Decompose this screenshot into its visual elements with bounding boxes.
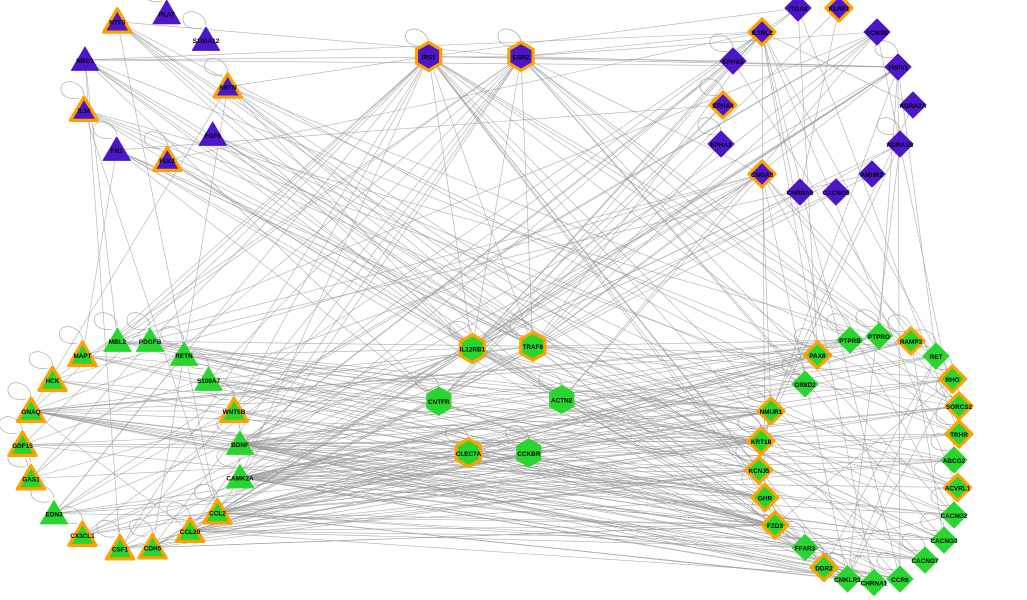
svg-text:PAX8: PAX8: [809, 353, 826, 360]
svg-text:GNAQ: GNAQ: [21, 409, 40, 416]
svg-text:BDNF: BDNF: [231, 442, 249, 449]
svg-text:ADRA1B: ADRA1B: [887, 142, 914, 149]
svg-text:CCL2: CCL2: [209, 511, 226, 518]
svg-text:CACNG7: CACNG7: [912, 558, 939, 565]
svg-text:IL1RL2: IL1RL2: [751, 30, 773, 37]
svg-text:CNGA3: CNGA3: [751, 172, 774, 179]
svg-text:GAS1: GAS1: [22, 477, 40, 484]
svg-text:CACNG5: CACNG5: [823, 190, 850, 197]
svg-text:ACVRL1: ACVRL1: [945, 486, 971, 493]
svg-text:MAPT: MAPT: [73, 353, 91, 360]
svg-text:RETN: RETN: [175, 353, 193, 360]
svg-text:PLAT: PLAT: [159, 11, 175, 18]
svg-text:RAMP3: RAMP3: [900, 339, 923, 346]
svg-text:OR8D2: OR8D2: [794, 382, 816, 389]
svg-text:CSF1: CSF1: [112, 547, 129, 554]
svg-text:CCL20: CCL20: [180, 529, 201, 536]
svg-text:CAMK2A: CAMK2A: [226, 476, 254, 483]
svg-text:WNT5B: WNT5B: [223, 409, 246, 416]
svg-text:CACNG2: CACNG2: [941, 513, 968, 520]
svg-text:GHR: GHR: [758, 496, 773, 503]
svg-text:EDN3: EDN3: [45, 512, 62, 519]
svg-text:IRS1: IRS1: [421, 54, 436, 61]
svg-text:ARTN: ARTN: [219, 85, 237, 92]
svg-text:NRG1: NRG1: [76, 58, 94, 65]
svg-text:ABCG2: ABCG2: [943, 458, 966, 465]
svg-text:SORCS2: SORCS2: [946, 404, 973, 411]
svg-text:FFAR3: FFAR3: [795, 546, 816, 553]
svg-text:CMKLR1: CMKLR1: [834, 577, 861, 584]
svg-text:RHO: RHO: [945, 377, 959, 384]
svg-text:EPHA4: EPHA4: [712, 103, 734, 110]
svg-text:EPHA3: EPHA3: [710, 142, 732, 149]
svg-text:ITGA8: ITGA8: [789, 6, 808, 13]
svg-text:KLRF1: KLRF1: [829, 6, 850, 13]
svg-text:RET: RET: [930, 354, 943, 361]
svg-text:EPHA5: EPHA5: [722, 59, 744, 66]
svg-text:FZD3: FZD3: [767, 523, 783, 530]
svg-text:TRPV1: TRPV1: [888, 65, 909, 72]
svg-text:ADRA2A: ADRA2A: [900, 103, 927, 110]
svg-text:IL34: IL34: [78, 108, 91, 115]
svg-text:ACTN2: ACTN2: [551, 398, 573, 405]
svg-text:AMHR2: AMHR2: [861, 172, 884, 179]
svg-text:S100A12: S100A12: [193, 38, 220, 45]
svg-text:ESR2: ESR2: [513, 54, 530, 61]
svg-text:S100A7: S100A7: [197, 378, 221, 385]
svg-text:PTPRO: PTPRO: [868, 334, 890, 341]
svg-text:MBL2: MBL2: [109, 339, 127, 346]
svg-text:NMUR1: NMUR1: [760, 409, 783, 416]
svg-text:KRT18: KRT18: [751, 439, 772, 446]
svg-text:PTPRB: PTPRB: [839, 338, 861, 345]
svg-text:CHRNA5: CHRNA5: [787, 190, 814, 197]
svg-text:CHRNA1: CHRNA1: [861, 581, 888, 588]
svg-text:CACNG3: CACNG3: [931, 538, 958, 545]
svg-text:GDF15: GDF15: [12, 443, 33, 450]
svg-text:IL12RB1: IL12RB1: [460, 347, 486, 354]
svg-text:DDR2: DDR2: [815, 566, 833, 573]
svg-text:HCK: HCK: [46, 378, 60, 385]
svg-text:CNTFR: CNTFR: [428, 399, 450, 406]
svg-text:CX3CL1: CX3CL1: [70, 533, 95, 540]
svg-text:CLEC7A: CLEC7A: [456, 451, 482, 458]
svg-text:CCR6: CCR6: [891, 577, 909, 584]
svg-text:TRHR: TRHR: [950, 432, 968, 439]
svg-text:FLK1: FLK1: [159, 158, 175, 165]
svg-text:NTF3: NTF3: [109, 20, 125, 27]
svg-text:KCNJ5: KCNJ5: [749, 468, 770, 475]
svg-text:FGF6: FGF6: [205, 133, 222, 140]
svg-text:FN1: FN1: [111, 148, 124, 155]
svg-text:PDGFB: PDGFB: [139, 339, 162, 346]
svg-text:SCN3B: SCN3B: [866, 30, 888, 37]
svg-text:CDH5: CDH5: [144, 546, 162, 553]
svg-text:CCKBR: CCKBR: [517, 451, 540, 458]
svg-text:TRAF6: TRAF6: [523, 344, 544, 351]
